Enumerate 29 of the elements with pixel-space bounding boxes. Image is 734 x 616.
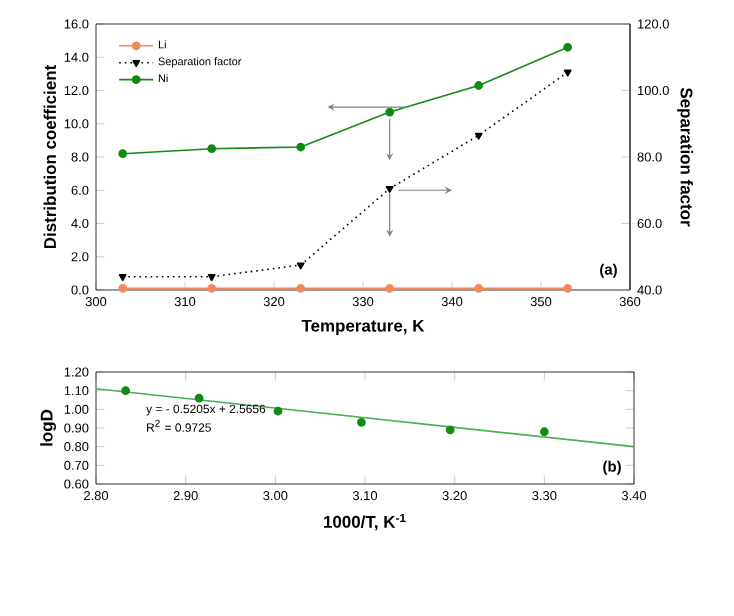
point — [474, 283, 484, 293]
point — [296, 142, 306, 152]
point — [118, 274, 127, 282]
y-axis-title: logD — [40, 409, 57, 446]
point — [539, 427, 549, 437]
point — [296, 283, 306, 293]
point — [121, 386, 130, 396]
point — [563, 69, 572, 77]
point — [385, 107, 395, 117]
point — [385, 185, 394, 193]
point — [207, 144, 217, 154]
point — [207, 274, 216, 282]
point — [385, 283, 395, 293]
point — [357, 418, 366, 427]
y-axis-title: Distribution coefficient — [43, 64, 57, 249]
point — [273, 406, 283, 416]
point — [194, 393, 204, 403]
y2-axis-title: Separation factor — [677, 87, 693, 227]
point — [445, 425, 455, 435]
point — [563, 283, 573, 293]
point — [474, 81, 484, 90]
point — [118, 283, 128, 293]
x-axis-title: Temperature, K — [301, 319, 425, 336]
point — [118, 149, 128, 159]
x-axis-title: 1000/T, K$^{-1}$ — [324, 513, 406, 531]
point — [207, 283, 217, 293]
point — [474, 132, 483, 140]
point — [296, 262, 305, 270]
point — [563, 42, 573, 52]
